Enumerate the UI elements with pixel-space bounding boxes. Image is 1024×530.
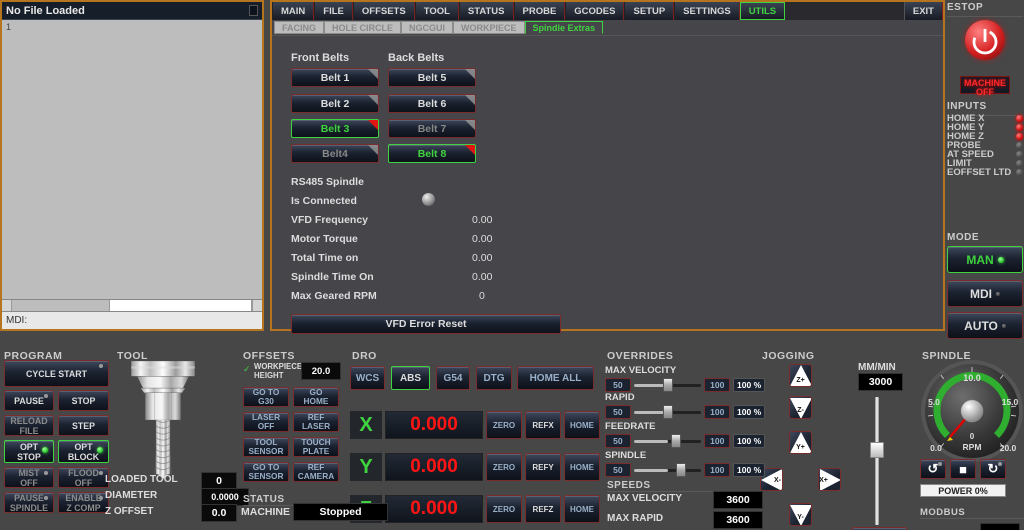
svg-text:RPM: RPM [963,442,982,452]
svg-text:0: 0 [970,432,975,441]
svg-text:20.0: 20.0 [1000,443,1017,453]
svg-text:10.0: 10.0 [963,373,981,383]
svg-text:15.0: 15.0 [1002,397,1019,407]
svg-text:0.0: 0.0 [930,443,942,453]
svg-text:5.0: 5.0 [928,397,940,407]
